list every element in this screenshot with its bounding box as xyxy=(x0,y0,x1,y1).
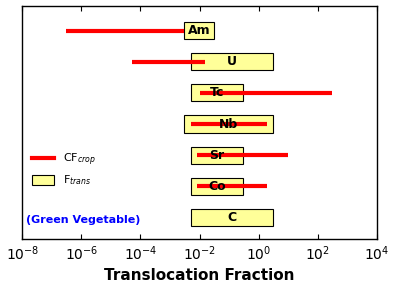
Text: U: U xyxy=(227,55,237,68)
Legend: CF$_{crop}$, F$_{trans}$: CF$_{crop}$, F$_{trans}$ xyxy=(28,147,101,192)
Text: (Green Vegetable): (Green Vegetable) xyxy=(26,215,140,225)
Bar xyxy=(184,22,214,39)
Bar xyxy=(191,53,273,70)
X-axis label: Translocation Fraction: Translocation Fraction xyxy=(104,268,295,284)
Text: C: C xyxy=(227,211,236,224)
Text: Sr: Sr xyxy=(209,149,224,162)
Bar xyxy=(191,178,243,195)
Bar xyxy=(191,209,273,226)
Text: Am: Am xyxy=(188,24,210,37)
Text: Tc: Tc xyxy=(210,86,224,99)
Bar xyxy=(191,147,243,164)
Text: Co: Co xyxy=(208,180,226,193)
Bar xyxy=(191,84,243,101)
Bar xyxy=(184,116,273,133)
Text: Nb: Nb xyxy=(219,118,238,131)
